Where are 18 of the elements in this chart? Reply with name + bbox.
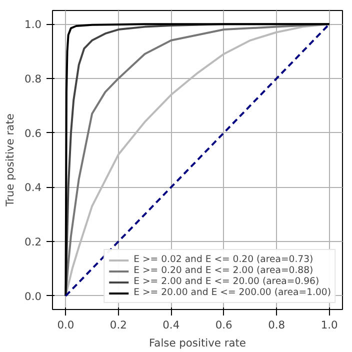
x-tick-label: 0.6 (215, 318, 233, 332)
x-tick-label: 1.0 (320, 318, 338, 332)
y-tick-label: 0.4 (24, 181, 42, 194)
x-tick-label: 0.0 (57, 318, 74, 332)
legend-label: E >= 20.00 and E <= 200.00 (area=1.00) (134, 287, 331, 298)
legend-label: E >= 0.02 and E <= 0.20 (area=0.73) (134, 254, 314, 265)
legend-label: E >= 2.00 and E <= 20.00 (area=0.96) (134, 276, 320, 287)
y-tick-label: 0.6 (24, 126, 42, 140)
legend-label: E >= 0.20 and E <= 2.00 (area=0.88) (134, 265, 314, 276)
x-tick-label: 0.2 (110, 318, 127, 332)
y-tick-label: 1.0 (24, 18, 42, 32)
y-tick-label: 0.8 (24, 72, 42, 86)
y-tick-label: 0.2 (24, 236, 42, 249)
x-tick-label: 0.4 (162, 318, 180, 332)
y-axis-title: True positive rate (4, 114, 17, 208)
y-tick-label: 0.0 (24, 290, 42, 303)
x-tick-label: 0.8 (268, 318, 286, 332)
x-axis-title: False positive rate (149, 336, 246, 350)
